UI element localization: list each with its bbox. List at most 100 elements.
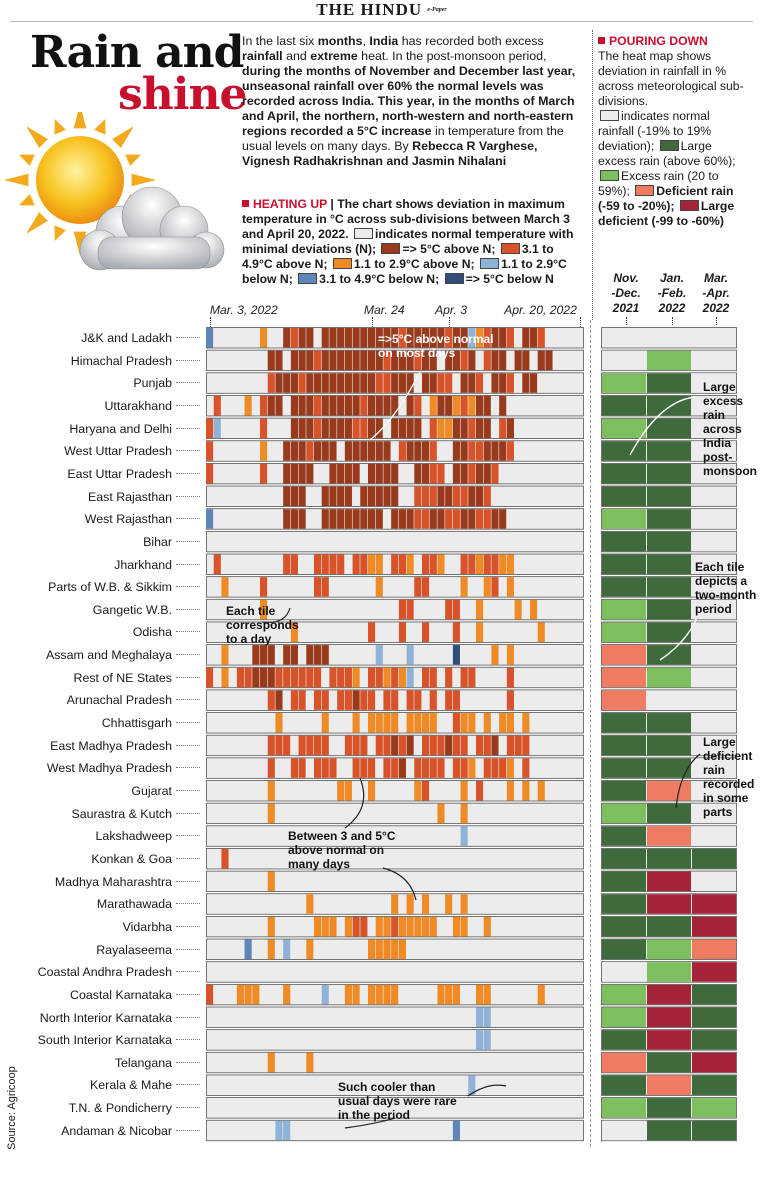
rain-tile [647,871,691,892]
heat-tile [360,486,368,507]
rain-tile [647,826,691,846]
heat-tile [391,418,399,439]
section-marker-icon [598,37,605,44]
row-label: Jharkhand [0,554,200,577]
heat-tile [445,395,453,416]
row-label-text: Jharkhand [114,557,172,572]
swatch-c1 [479,258,499,269]
heat-tile [468,418,476,439]
rain-tile [647,373,691,393]
heat-tile [422,350,430,371]
rain-tile [692,1030,736,1050]
heat-tile [206,441,214,461]
rain-tile [692,916,736,937]
legend-c3: => 5°C below N [465,272,554,286]
heat-tile [414,328,422,348]
heat-tile [429,328,437,348]
rain-tile [602,1052,646,1073]
annotation-3-to-5: Between 3 and 5°C above normal on many d… [288,829,396,871]
heat-tile [344,395,352,416]
heat-tile [429,713,437,733]
x-tick-mark [209,317,211,327]
row-label: Saurastra & Kutch [0,803,200,826]
heat-tile [236,667,244,688]
rain-tile [647,1052,691,1073]
heat-tile [290,441,298,461]
leader-dots [176,1061,200,1063]
rain-tile [647,1120,691,1141]
heat-tile [368,939,376,960]
heat-tile [414,463,422,484]
heat-tile [406,894,414,914]
rain-tile [692,1075,736,1095]
rain-tile [602,667,646,688]
heat-tile [452,1120,460,1141]
heat-tile [337,509,345,529]
rain-column-label-part: 2022 [658,301,686,315]
heat-tile [391,395,399,416]
heat-tile [406,350,414,371]
heat-tile [314,373,322,393]
heat-tile [445,350,453,371]
heat-tile [406,373,414,393]
rain-tile [692,418,736,439]
heat-tile [352,758,360,778]
heat-tile [414,441,422,461]
heat-tile [344,916,352,937]
heat-row-frame [206,598,584,621]
heat-tile [306,395,314,416]
heat-tile [537,622,545,642]
heat-tile [375,916,383,937]
heat-tile [298,441,306,461]
heat-tile [391,486,399,507]
heat-tile [375,554,383,574]
heat-tile [368,667,376,688]
heat-tile [406,441,414,461]
heat-tile [290,418,298,439]
rain-tile [647,1030,691,1050]
leader-dots [176,1129,200,1131]
row-label: East Rajasthan [0,486,200,509]
heat-tile [483,350,491,371]
rain-tile [602,599,646,620]
heat-tile [491,509,499,529]
row-label-text: T.N. & Pondicherry [68,1101,172,1116]
heat-tile [383,350,391,371]
heat-tile [460,350,468,371]
heat-tile [452,622,460,642]
legend-h2: 3.1 to 4.9°C above N; [242,242,554,271]
heat-tile [429,735,437,756]
heat-tile [452,395,460,416]
heat-tile [213,418,221,439]
heat-tile [483,418,491,439]
heat-tile [383,690,391,710]
row-label-text: Vidarbha [122,919,172,934]
heat-tile [422,509,430,529]
x-tick-label: Apr. 20, 2022 [504,303,577,317]
masthead: THE HINDU e-Paper [0,0,763,22]
heat-tile [352,735,360,756]
heat-tile [267,1052,275,1073]
heat-tile [452,984,460,1005]
heat-tile [468,667,476,688]
heat-row-frame [206,802,584,825]
rain-tile [692,894,736,914]
heat-tile [352,441,360,461]
headline-line1: Rain and [30,27,244,78]
heat-tile [460,463,468,484]
heat-tile [414,916,422,937]
masthead-edition: e-Paper [427,7,447,13]
row-label: East Madhya Pradesh [0,735,200,758]
rain-tile [602,395,646,416]
heat-tile [437,735,445,756]
heat-tile [290,373,298,393]
rain-tile [647,713,691,733]
swatch-normal [353,228,373,239]
heat-tile [437,463,445,484]
heat-tile [306,894,314,914]
heat-tile [452,713,460,733]
heat-tile [530,599,538,620]
rain-tile [602,577,646,597]
rain-tile [602,531,646,552]
heat-tile [391,667,399,688]
